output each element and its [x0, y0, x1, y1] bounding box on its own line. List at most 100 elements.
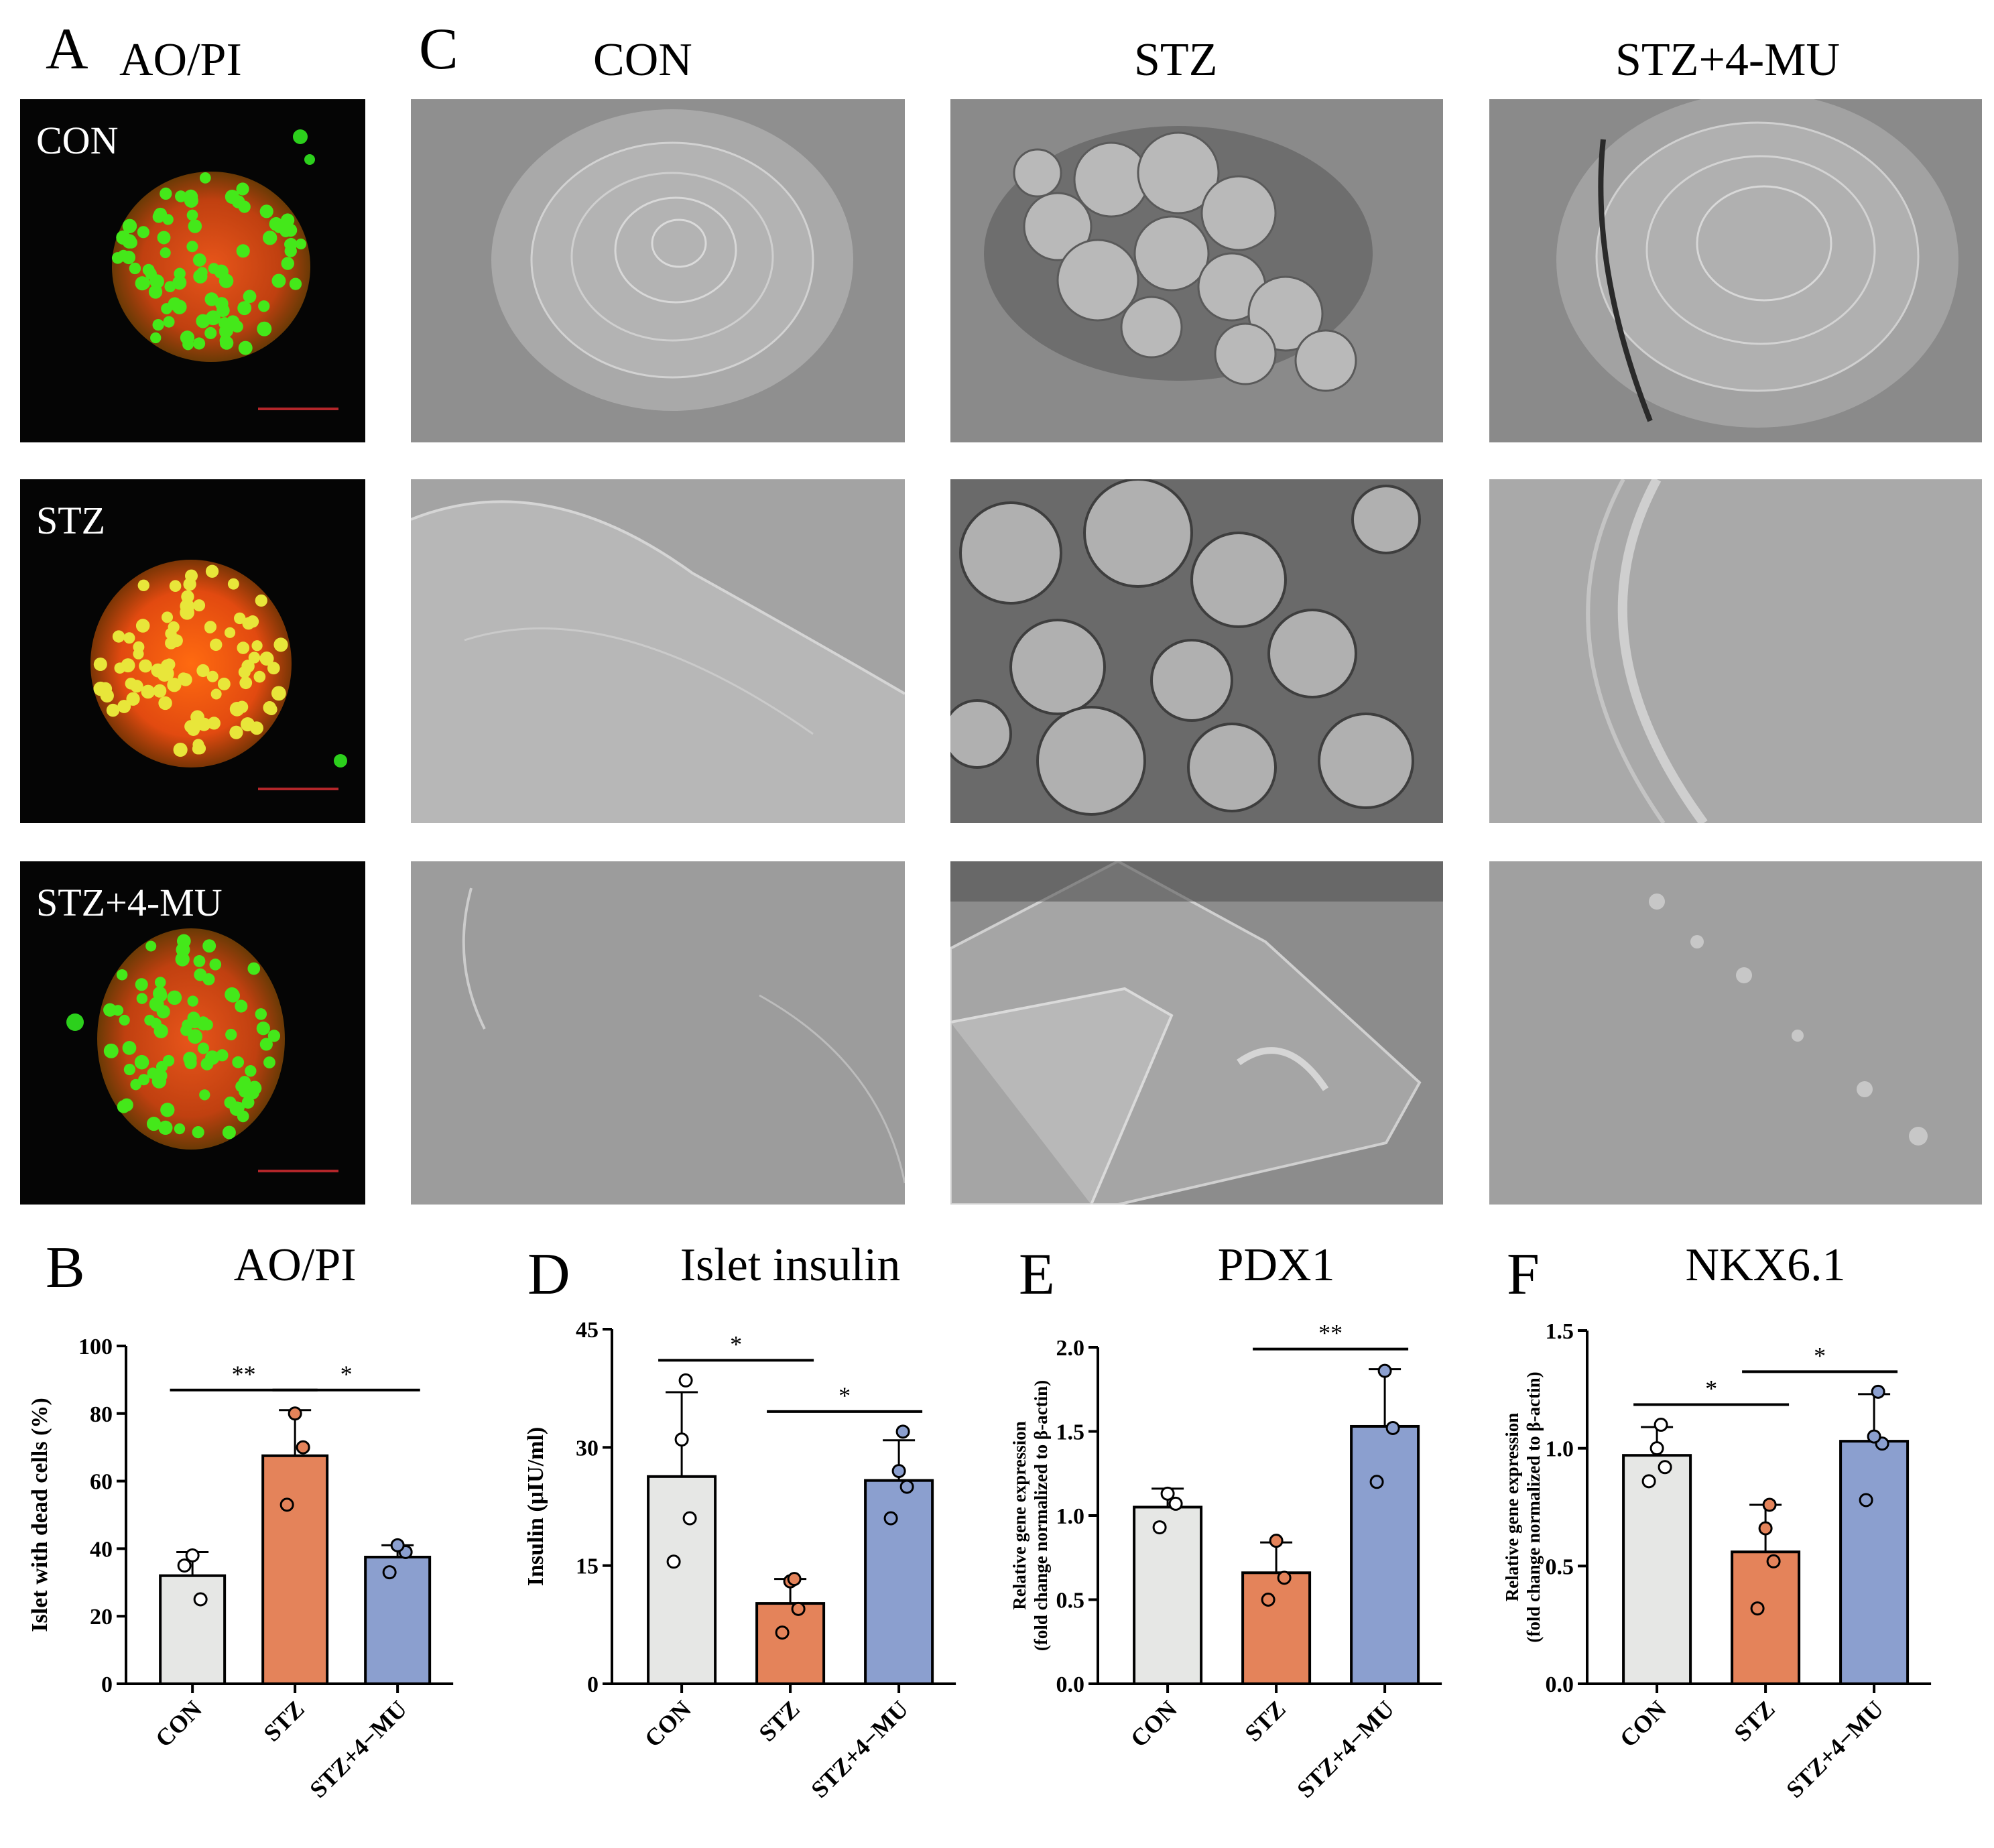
y-tick-label: 0.0: [1546, 1672, 1574, 1697]
data-point: [1762, 1497, 1777, 1512]
y-axis-label-2: (fold change normalized to β-actin): [1523, 1371, 1544, 1642]
scale-bar: [258, 408, 338, 410]
data-point: [678, 1373, 693, 1388]
data-point: [899, 1479, 914, 1494]
x-tick-label: STZ+4−MU: [1781, 1695, 1889, 1803]
data-point: [682, 1511, 697, 1526]
x-tick-label: STZ+4−MU: [1292, 1695, 1399, 1803]
x-tick-label: STZ+4−MU: [304, 1695, 412, 1803]
chart-e: PDX1 0.0 0.5 1.0 1.5 2.0 Relative gene express…: [1009, 1239, 1442, 1803]
row-label-stz-4mu: STZ+4-MU: [36, 881, 223, 924]
sem-image-stz-4mu-mid: [1489, 479, 1982, 823]
data-point: [279, 1497, 294, 1512]
fluorescence-image-stz-4mu: STZ+4-MU: [20, 861, 365, 1205]
row-label-stz: STZ: [36, 499, 106, 542]
y-tick-label: 60: [90, 1470, 113, 1495]
x-tick-label: CON: [1125, 1695, 1182, 1752]
y-axis-label: Islet with dead cells (%): [27, 1398, 52, 1631]
data-point: [1261, 1593, 1275, 1607]
y-tick-label: 0: [587, 1672, 599, 1697]
data-point: [1750, 1601, 1765, 1616]
y-axis-label: Relative gene expression: [1009, 1421, 1030, 1609]
bar: [1622, 1454, 1692, 1685]
panel-a-title: AO/PI: [119, 34, 242, 86]
panel-e-letter: E: [1019, 1242, 1055, 1307]
data-point: [193, 1592, 208, 1607]
panel-d-letter: D: [527, 1242, 570, 1307]
sem-image-stz-4mu-low: [1489, 99, 1982, 442]
y-tick-label: 40: [90, 1537, 113, 1562]
data-point: [1649, 1441, 1664, 1456]
fluorescence-image-con: CON: [20, 99, 365, 442]
bar: [159, 1574, 227, 1685]
chart-title: NKX6.1: [1686, 1239, 1846, 1291]
significance-label: **: [232, 1361, 256, 1388]
y-tick-label: 15: [576, 1554, 599, 1579]
bar: [261, 1454, 329, 1685]
y-tick-label: 1.0: [1056, 1504, 1085, 1529]
y-tick-label: 45: [576, 1318, 599, 1343]
y-tick-label: 100: [78, 1335, 113, 1359]
x-tick-label: STZ: [753, 1695, 804, 1746]
data-point: [1168, 1496, 1183, 1511]
bar: [1133, 1505, 1203, 1685]
y-tick-label: 20: [90, 1605, 113, 1629]
data-point: [1385, 1420, 1400, 1435]
data-point: [1641, 1474, 1656, 1489]
data-point: [1152, 1520, 1167, 1535]
data-point: [296, 1440, 310, 1455]
bar: [364, 1556, 432, 1685]
chart-title: Islet insulin: [680, 1239, 901, 1291]
panel-a-letter: A: [46, 17, 88, 82]
y-tick-label: 0: [101, 1672, 113, 1697]
data-point: [390, 1538, 405, 1552]
data-point: [1658, 1460, 1672, 1475]
panel-f-letter: F: [1507, 1242, 1540, 1307]
data-point: [382, 1565, 397, 1580]
x-tick-label: STZ: [1729, 1695, 1780, 1746]
x-tick-label: CON: [639, 1695, 696, 1752]
x-tick-label: CON: [1615, 1695, 1672, 1752]
data-point: [666, 1554, 681, 1569]
data-point: [1369, 1475, 1384, 1489]
panel-c-letter: C: [419, 17, 458, 82]
y-axis-label: Relative gene expression: [1502, 1413, 1522, 1601]
bar: [755, 1602, 826, 1685]
data-point: [1269, 1534, 1284, 1548]
data-point: [787, 1572, 802, 1587]
chart-title: PDX1: [1218, 1239, 1335, 1291]
panel-b-letter: B: [46, 1235, 85, 1300]
y-tick-label: 1.5: [1056, 1420, 1085, 1445]
data-point: [895, 1424, 910, 1439]
column-title-stz: STZ: [1134, 34, 1218, 86]
y-tick-label: 1.0: [1546, 1437, 1574, 1462]
data-point: [1766, 1554, 1781, 1568]
data-point: [775, 1625, 790, 1640]
data-point: [288, 1406, 302, 1421]
significance-label: *: [340, 1361, 353, 1388]
data-point: [185, 1548, 200, 1562]
y-axis-label-2: (fold change normalized to β-actin): [1031, 1380, 1051, 1651]
significance-label: **: [1318, 1320, 1343, 1347]
significance-label: *: [838, 1382, 851, 1409]
y-tick-label: 0.5: [1546, 1554, 1574, 1579]
y-tick-label: 0.0: [1056, 1672, 1085, 1697]
scale-bar: [258, 788, 338, 790]
x-tick-label: CON: [150, 1695, 207, 1752]
significance-label: *: [1705, 1375, 1717, 1402]
x-tick-label: STZ: [1239, 1695, 1290, 1746]
data-point: [791, 1601, 806, 1616]
data-point: [1859, 1493, 1873, 1507]
data-point: [1758, 1521, 1773, 1536]
data-point: [891, 1464, 906, 1479]
y-tick-label: 1.5: [1546, 1319, 1574, 1344]
data-point: [1871, 1384, 1885, 1399]
chart-f: NKX6.1 0.0 0.5 1.0 1.5 Relative gene expressi…: [1502, 1239, 1932, 1803]
column-title-stz-4mu: STZ+4-MU: [1615, 34, 1841, 86]
data-point: [883, 1511, 898, 1526]
bar: [1731, 1550, 1801, 1685]
bar: [864, 1479, 934, 1685]
sem-image-con-low: [411, 99, 905, 442]
chart-b: AO/PI 0 20 40 60 80 100 Islet with dead cells (…: [27, 1239, 454, 1803]
x-tick-label: STZ+4−MU: [806, 1695, 914, 1803]
